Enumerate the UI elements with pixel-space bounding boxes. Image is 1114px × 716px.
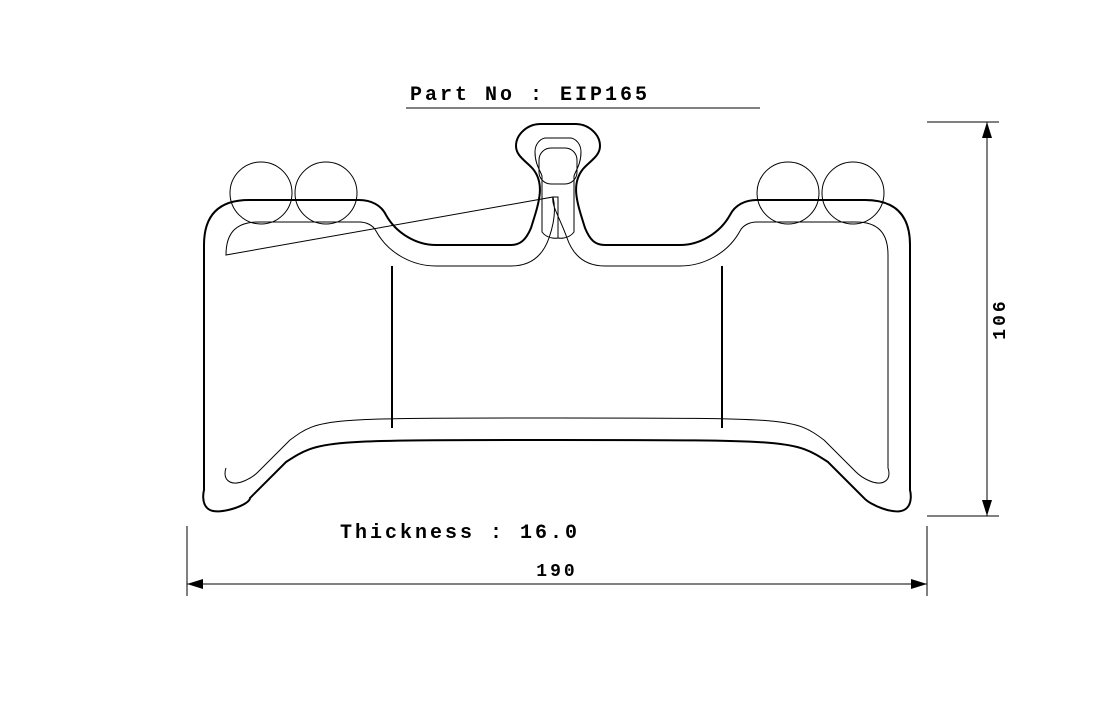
part-number-label: Part No : EIP165	[410, 84, 650, 107]
brake-pad-drawing: Part No : EIP165 Thickness : 16.0 190 10…	[0, 0, 1114, 716]
thickness-label: Thickness : 16.0	[340, 522, 580, 545]
height-dimension: 106	[927, 122, 1011, 516]
pad-inner-outline	[225, 138, 889, 483]
vertical-slot-lines	[392, 266, 722, 428]
width-dimension-value: 190	[536, 562, 577, 582]
pad-outline	[203, 124, 911, 511]
height-dimension-value: 106	[991, 298, 1011, 339]
top-tab-slot	[539, 148, 577, 184]
